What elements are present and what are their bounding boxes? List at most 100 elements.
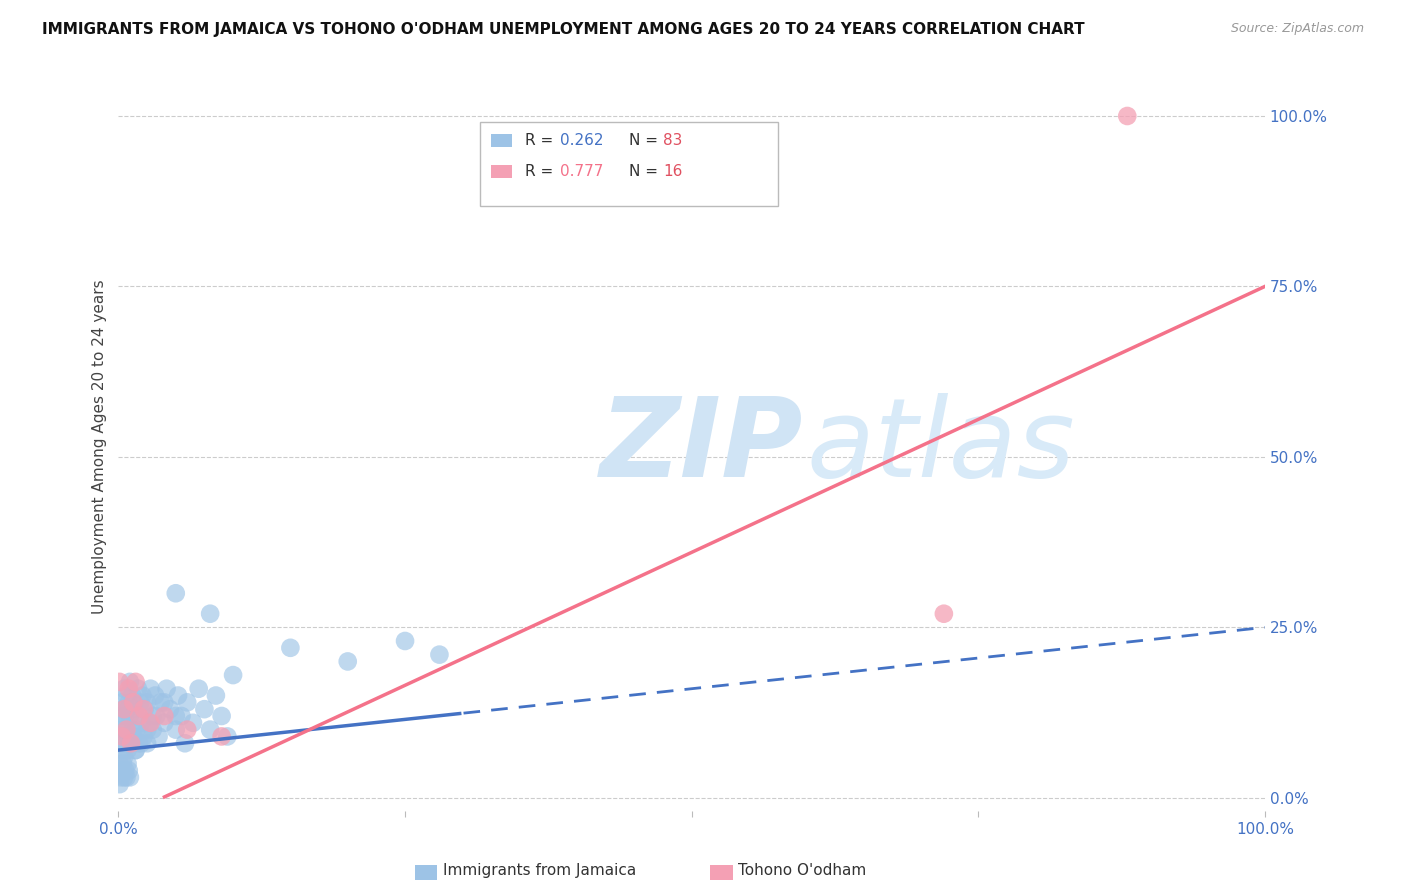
Point (217, 730, 239, 744)
Point (124, 743, 146, 757)
Point (153, 695, 176, 709)
Point (131, 736, 153, 750)
Point (122, 695, 145, 709)
Point (148, 730, 170, 744)
Point (193, 702, 215, 716)
Point (211, 709, 233, 723)
Point (131, 715, 153, 730)
Point (115, 770, 138, 784)
Point (112, 702, 135, 716)
Point (165, 586, 187, 600)
Point (138, 715, 160, 730)
Point (114, 709, 136, 723)
Point (112, 681, 135, 696)
Point (118, 764, 141, 778)
Point (165, 709, 187, 723)
Point (114, 736, 136, 750)
Point (132, 730, 155, 744)
Text: N =: N = (628, 164, 662, 179)
Point (125, 723, 148, 737)
Point (121, 723, 143, 737)
Point (159, 702, 181, 716)
Point (112, 750, 135, 764)
Point (139, 715, 162, 730)
Point (153, 709, 176, 723)
Point (111, 730, 134, 744)
Point (124, 743, 146, 757)
Point (118, 730, 141, 744)
Point (127, 681, 149, 696)
Text: Immigrants from Jamaica: Immigrants from Jamaica (443, 863, 636, 878)
Point (149, 695, 172, 709)
Point (108, 756, 131, 771)
Text: 0.777: 0.777 (560, 164, 603, 179)
Point (394, 634, 416, 648)
Point (118, 695, 141, 709)
Point (110, 736, 132, 750)
Point (176, 723, 198, 737)
Point (120, 736, 142, 750)
Point (1116, 109, 1139, 123)
Point (336, 655, 359, 669)
Point (111, 723, 134, 737)
Point (142, 709, 165, 723)
Point (111, 764, 134, 778)
Point (115, 723, 138, 737)
Point (198, 607, 221, 621)
Point (136, 695, 159, 709)
Point (429, 648, 451, 662)
Point (112, 702, 135, 716)
Point (112, 770, 135, 784)
Point (170, 709, 193, 723)
Point (117, 756, 139, 771)
Point (198, 723, 221, 737)
Text: 83: 83 (664, 133, 682, 148)
Point (134, 702, 156, 716)
Point (131, 689, 153, 703)
Point (932, 607, 955, 621)
Text: Source: ZipAtlas.com: Source: ZipAtlas.com (1230, 22, 1364, 36)
Point (112, 730, 135, 744)
Point (118, 736, 141, 750)
Point (132, 702, 155, 716)
Point (124, 674, 146, 689)
Point (222, 668, 245, 682)
Text: R =: R = (526, 164, 558, 179)
Bar (491, 134, 512, 147)
Text: 0.262: 0.262 (560, 133, 603, 148)
Point (124, 709, 146, 723)
Point (118, 770, 141, 784)
Point (122, 730, 145, 744)
Point (165, 723, 187, 737)
Point (153, 715, 176, 730)
Point (115, 689, 138, 703)
Bar (479, 122, 778, 206)
Text: ZIP: ZIP (600, 393, 803, 500)
Point (121, 689, 143, 703)
Point (111, 695, 134, 709)
Bar (491, 165, 512, 178)
Point (111, 743, 134, 757)
Point (114, 764, 136, 778)
Point (205, 689, 228, 703)
Point (136, 723, 159, 737)
Point (112, 756, 135, 771)
Point (110, 709, 132, 723)
Text: atlas: atlas (806, 393, 1076, 500)
Point (142, 723, 165, 737)
Point (145, 709, 167, 723)
Point (118, 681, 141, 696)
Text: IMMIGRANTS FROM JAMAICA VS TOHONO O'ODHAM UNEMPLOYMENT AMONG AGES 20 TO 24 YEARS: IMMIGRANTS FROM JAMAICA VS TOHONO O'ODHA… (42, 22, 1085, 37)
Point (143, 689, 166, 703)
Point (112, 715, 135, 730)
Point (117, 702, 139, 716)
Point (108, 674, 131, 689)
Point (174, 736, 197, 750)
Point (176, 695, 198, 709)
Point (181, 715, 204, 730)
Text: R =: R = (526, 133, 558, 148)
Point (155, 681, 177, 696)
Point (124, 702, 146, 716)
Point (129, 695, 152, 709)
Point (136, 736, 159, 750)
